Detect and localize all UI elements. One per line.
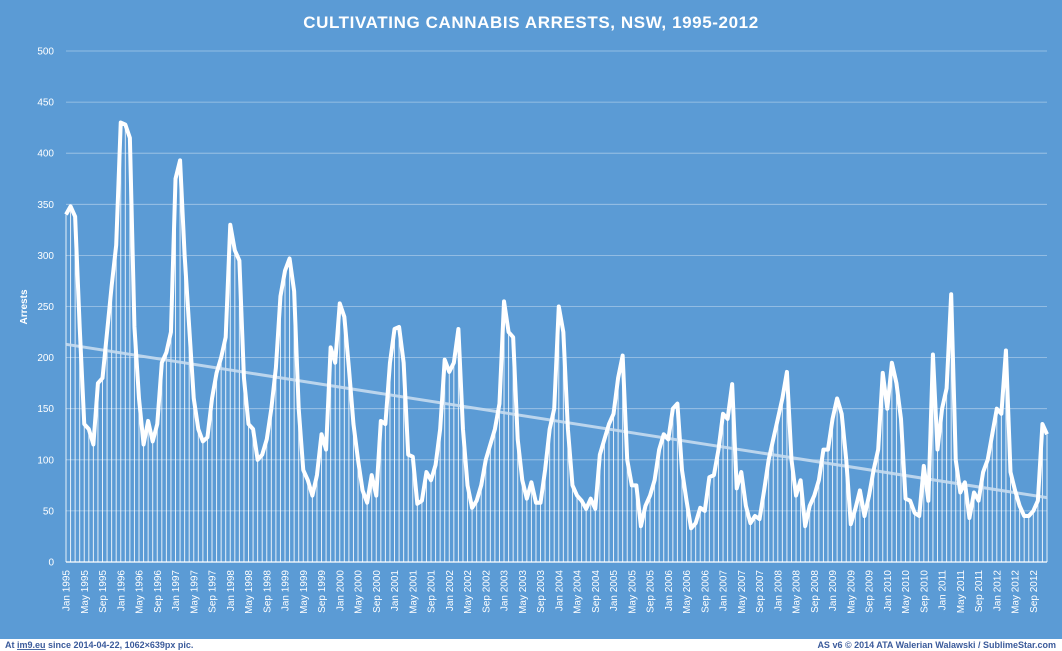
- x-tick-label: May 2001: [408, 570, 419, 614]
- x-tick-label: May 2000: [354, 570, 365, 614]
- y-tick-label: 0: [48, 558, 54, 569]
- x-tick-label: May 2011: [956, 570, 967, 614]
- trendline: [65, 342, 1048, 500]
- y-tick-label: 250: [37, 302, 54, 313]
- x-tick-label: May 1995: [80, 570, 91, 614]
- x-tick-label: Sep 2000: [372, 570, 383, 613]
- y-tick-label: 450: [37, 98, 54, 109]
- x-tick-label: Sep 2009: [865, 570, 876, 613]
- x-tick-label: Jan 2005: [609, 570, 620, 612]
- x-tick-label: Sep 1996: [153, 570, 164, 613]
- x-tick-label: May 1997: [189, 570, 200, 614]
- x-tick-label: Sep 2012: [1029, 570, 1040, 613]
- x-tick-label: Jan 2011: [938, 570, 949, 611]
- x-tick-label: May 2004: [573, 570, 584, 614]
- x-tick-label: Jan 2000: [335, 570, 346, 612]
- x-tick-label: Sep 2001: [427, 570, 438, 613]
- x-tick-label: May 2006: [682, 570, 693, 614]
- x-tick-label: Jan 1997: [171, 570, 182, 612]
- y-tick-label: 300: [37, 251, 54, 262]
- x-tick-label: Sep 2010: [919, 570, 930, 613]
- x-tick-label: Sep 2006: [700, 570, 711, 613]
- y-tick-label: 400: [37, 149, 54, 160]
- monthly-bars: [65, 122, 1048, 562]
- x-tick-label: May 2002: [463, 570, 474, 614]
- y-axis-label: Arrests: [19, 289, 30, 324]
- x-tick-label: May 2012: [1011, 570, 1022, 614]
- x-tick-label: Jan 2002: [445, 570, 456, 612]
- x-tick-label: Sep 2002: [481, 570, 492, 613]
- footer-site-link: im9.eu: [17, 640, 46, 650]
- x-tick-label: Jan 2004: [554, 570, 565, 612]
- footer-left-text: At im9.eu since 2014-04-22, 1062×639px p…: [5, 640, 193, 650]
- x-tick-label: Jan 2003: [500, 570, 511, 612]
- x-tick-label: Jan 2007: [719, 570, 730, 612]
- x-tick-label: Jan 2001: [390, 570, 401, 612]
- footer-bar: [0, 639, 1062, 651]
- y-axis-ticks: 0 50 100 150 200 250 300 350 400 450 500: [37, 47, 54, 569]
- x-tick-label: Jan 2012: [992, 570, 1003, 612]
- x-tick-label: May 1998: [244, 570, 255, 614]
- x-tick-label: May 1999: [299, 570, 310, 614]
- x-tick-label: Sep 2011: [974, 570, 985, 613]
- footer-left-rest: since 2014-04-22, 1062×639px pic.: [46, 640, 194, 650]
- x-tick-label: Sep 2007: [755, 570, 766, 613]
- y-tick-label: 50: [43, 506, 55, 517]
- footer-right-text: AS v6 © 2014 ATA Walerian Walawski / Sub…: [817, 640, 1056, 650]
- y-tick-label: 100: [37, 455, 54, 466]
- y-tick-label: 500: [37, 47, 54, 58]
- x-tick-label: Jan 2010: [883, 570, 894, 612]
- chart-title: CULTIVATING CANNABIS ARRESTS, NSW, 1995-…: [303, 13, 759, 32]
- x-tick-label: Jan 2006: [664, 570, 675, 612]
- x-tick-label: Sep 1999: [317, 570, 328, 613]
- x-tick-label: Jan 1996: [116, 570, 127, 612]
- x-tick-label: May 2007: [737, 570, 748, 614]
- x-tick-label: Sep 1995: [98, 570, 109, 613]
- x-tick-label: Sep 2003: [536, 570, 547, 613]
- y-tick-label: 150: [37, 404, 54, 415]
- arrests-series-line: [64, 120, 1049, 531]
- x-tick-label: Sep 2005: [646, 570, 657, 613]
- gridlines: [66, 50, 1047, 563]
- x-tick-label: May 2008: [792, 570, 803, 614]
- footer-left-prefix: At: [5, 640, 17, 650]
- x-tick-label: Sep 2004: [591, 570, 602, 613]
- x-axis-ticks: Jan 1995 May 1995 Sep 1995 Jan 1996 May 1996…: [62, 570, 1040, 614]
- x-tick-label: Jan 1999: [281, 570, 292, 612]
- x-tick-label: May 2003: [518, 570, 529, 614]
- x-tick-label: Jan 1995: [62, 570, 73, 612]
- x-tick-label: May 1996: [135, 570, 146, 614]
- x-tick-label: Sep 2008: [810, 570, 821, 613]
- y-tick-label: 350: [37, 200, 54, 211]
- y-tick-label: 200: [37, 353, 54, 364]
- x-tick-label: May 2005: [627, 570, 638, 614]
- x-tick-label: May 2009: [846, 570, 857, 614]
- x-tick-label: Sep 1998: [262, 570, 273, 613]
- x-tick-label: Jan 2009: [828, 570, 839, 612]
- x-tick-label: Jan 2008: [773, 570, 784, 612]
- x-tick-label: May 2010: [901, 570, 912, 614]
- x-tick-label: Sep 1997: [208, 570, 219, 613]
- x-tick-label: Jan 1998: [226, 570, 237, 612]
